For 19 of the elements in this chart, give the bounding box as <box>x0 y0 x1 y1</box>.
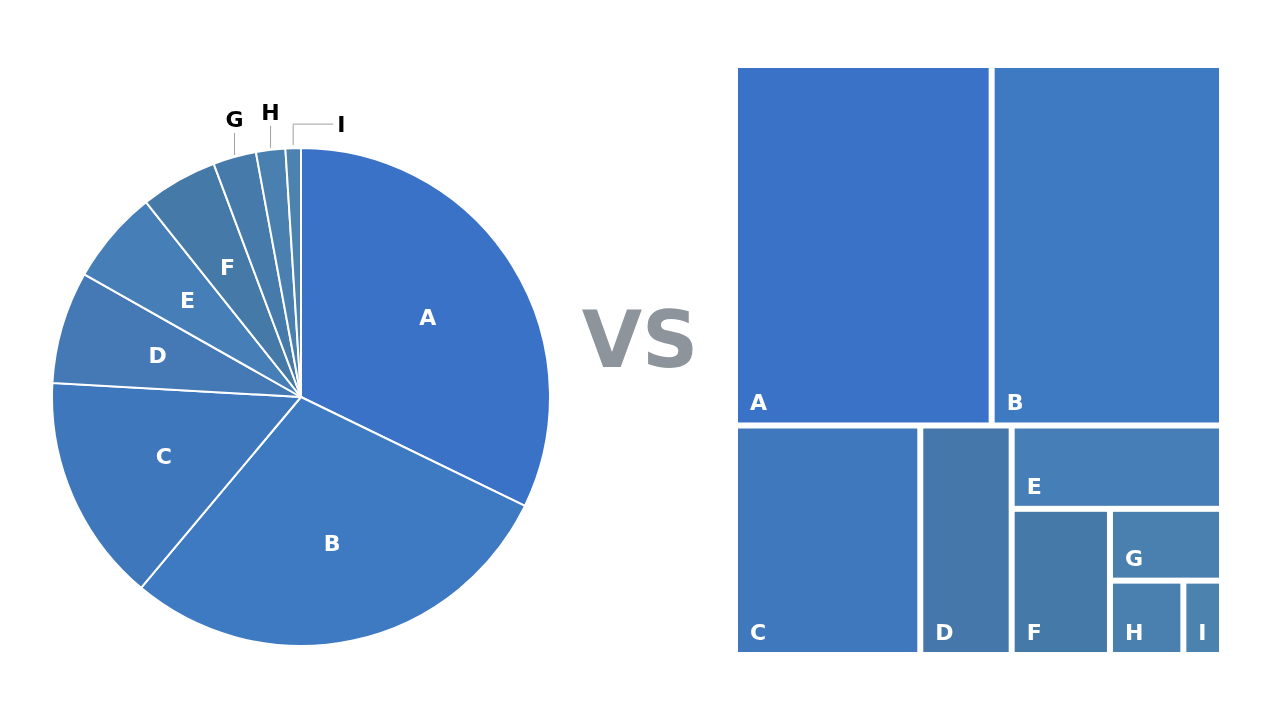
slice-label: G <box>225 106 244 132</box>
category-label: D <box>935 620 954 645</box>
category-label: B <box>1006 390 1024 416</box>
category-label: I <box>1198 620 1207 645</box>
slice-label: A <box>419 305 437 331</box>
category-label: F <box>1026 620 1042 645</box>
slice-label: H <box>261 99 280 125</box>
slice-label: C <box>155 444 172 470</box>
category-label: E <box>1026 473 1042 499</box>
category-label: G <box>1124 545 1144 571</box>
slice-label: F <box>219 254 235 280</box>
slice-label: E <box>179 287 195 313</box>
category-label: H <box>1124 620 1144 645</box>
category-label: A <box>750 390 768 416</box>
slice-label: I <box>337 111 346 137</box>
text: VS <box>581 295 699 386</box>
category-label: C <box>750 620 767 645</box>
slice-label: B <box>323 530 341 556</box>
slice-label: D <box>148 342 167 368</box>
